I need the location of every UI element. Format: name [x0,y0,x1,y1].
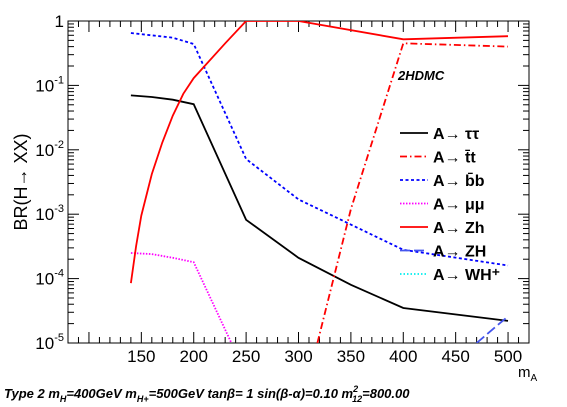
legend-label-1: A→ t̄t [433,148,476,166]
y-tick-label: 10-5 [35,332,64,353]
y-tick-label: 10-4 [35,268,64,289]
x-tick-label: 300 [284,347,312,366]
x-tick-label: 400 [389,347,417,366]
x-tick-label: 500 [494,347,522,366]
x-tick-label: 150 [127,347,155,366]
series-line-4 [130,21,509,284]
x-tick-label: 350 [337,347,365,366]
legend-label-4: A→ Zh [433,220,485,237]
annotation-2hdmc: 2HDMC [397,68,445,83]
y-tick-label: 10-2 [35,139,64,160]
x-tick-labels: 150 200 250 300 350 400 450 500 [127,347,522,366]
footer-text: Type 2 mH=400GeV mH+=500GeV tanβ= 1 sin(… [4,384,410,404]
legend: A→ ττ A→ t̄t A→ b̄b A→ μμ A→ Zh A→ ZH A→ WH⁺ [400,126,500,284]
y-tick-label: 10-1 [35,74,64,95]
y-tick-labels: 10-5 10-4 10-3 10-2 10-1 1 [35,12,64,353]
y-tick-label: 10-3 [35,203,64,224]
x-tick-label: 200 [180,347,208,366]
series-line-5 [476,315,509,343]
x-tick-label: 450 [441,347,469,366]
legend-label-5: A→ ZH [433,244,486,261]
axis-ticks [68,21,530,344]
legend-label-2: A→ b̄b [433,171,485,190]
legend-label-6: A→ WH⁺ [433,267,500,284]
x-axis-label: mA [518,364,538,384]
x-axis-label-sub: A [531,373,538,384]
series-line-3 [130,252,233,343]
y-axis-label: BR(H→ XX) [11,133,31,230]
x-axis-label-main: m [518,364,531,381]
series-lines [130,21,509,343]
legend-label-0: A→ ττ [433,126,479,143]
x-tick-label: 250 [232,347,260,366]
y-tick-label: 1 [55,12,64,31]
series-line-1 [316,42,509,343]
legend-label-3: A→ μμ [433,197,485,214]
series-line-0 [130,94,509,322]
